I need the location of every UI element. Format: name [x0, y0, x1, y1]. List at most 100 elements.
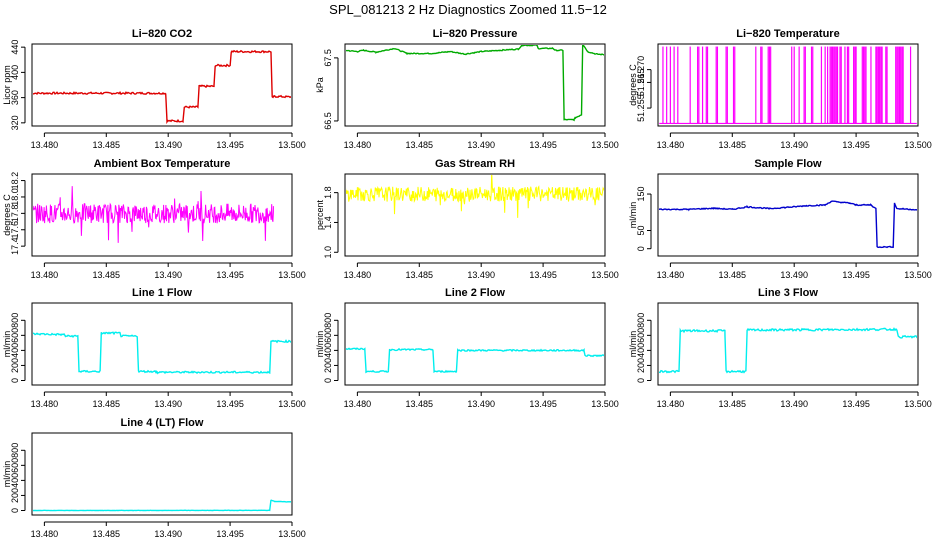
panel-title: Ambient Box Temperature	[94, 158, 231, 170]
x-tick-label: 13.485	[406, 140, 434, 150]
x-tick-label: 13.500	[591, 399, 619, 409]
y-axis-label: ml/min	[315, 331, 325, 358]
series-line	[346, 347, 604, 374]
data-layer	[659, 327, 917, 374]
x-tick-label: 13.500	[278, 140, 306, 150]
panel-title: Li−820 CO2	[132, 28, 192, 40]
x-tick-label: 13.495	[529, 140, 557, 150]
series-line	[346, 175, 604, 218]
panel-title: Line 1 Flow	[132, 287, 192, 299]
y-tick-label: 400	[10, 473, 20, 488]
y-tick-label: 400	[636, 343, 646, 358]
plot-frame	[657, 43, 919, 127]
y-axis-label: percent	[315, 199, 325, 230]
x-tick-label: 13.495	[842, 270, 870, 280]
x-tick-label: 13.480	[657, 270, 685, 280]
y-axis-label: ml/min	[628, 331, 638, 358]
x-tick-label: 13.495	[529, 399, 557, 409]
y-axis-label: kPa	[315, 77, 325, 93]
chart-panel-7: Line 1 Flow ml/min 13.480 13.485 13.490 13.49…	[2, 287, 306, 409]
y-tick-label: 1.8	[323, 186, 333, 199]
chart-panel-1: Li−820 CO2 Licor ppm 13.480 13.485 13.490 13.…	[2, 28, 306, 150]
y-tick-label: 150	[636, 187, 646, 202]
chart-panel-3: Li−820 Temperature degrees C 13.480 13.485 1…	[628, 28, 932, 150]
y-tick-label: 17.6	[10, 221, 20, 239]
y-tick-label: 0	[636, 378, 646, 383]
series-line	[33, 499, 291, 512]
y-tick-label: 440	[10, 40, 20, 55]
panel-title: Line 3 Flow	[758, 287, 818, 299]
y-tick-label: 1.0	[323, 246, 333, 259]
x-tick-label: 13.485	[93, 140, 121, 150]
y-tick-label: 600	[636, 328, 646, 343]
x-tick-label: 13.490	[467, 399, 495, 409]
y-tick-label: 600	[323, 328, 333, 343]
x-tick-label: 13.490	[780, 270, 808, 280]
y-tick-label: 67.5	[323, 49, 333, 67]
y-axis-label: degrees C	[628, 64, 638, 106]
series-line	[346, 45, 604, 122]
y-axis-label: ml/min	[2, 331, 12, 358]
y-tick-label: 0	[10, 378, 20, 383]
x-tick-label: 13.490	[780, 399, 808, 409]
x-tick-label: 13.485	[719, 399, 747, 409]
plot-frame	[344, 43, 606, 127]
x-tick-label: 13.500	[278, 529, 306, 539]
panel-title: Sample Flow	[754, 158, 822, 170]
plot-frame	[657, 173, 919, 257]
x-tick-label: 13.500	[278, 270, 306, 280]
y-tick-label: 200	[636, 358, 646, 373]
y-tick-label: 18.0	[10, 188, 20, 206]
panel-title: Line 4 (LT) Flow	[121, 417, 204, 429]
y-tick-label: 800	[10, 443, 20, 458]
y-tick-label: 51.255	[636, 94, 646, 122]
chart-panel-4: Ambient Box Temperature degrees C 13.480 13…	[2, 158, 306, 280]
x-tick-label: 13.480	[344, 140, 372, 150]
y-tick-label: 600	[10, 458, 20, 473]
chart-panel-10: Line 4 (LT) Flow ml/min 13.480 13.485 13.490…	[2, 417, 306, 539]
x-tick-label: 13.480	[31, 140, 59, 150]
data-layer	[33, 331, 291, 375]
data-layer	[33, 49, 291, 125]
series-line	[659, 200, 917, 249]
x-tick-label: 13.480	[344, 399, 372, 409]
x-tick-label: 13.490	[467, 140, 495, 150]
y-axis-label: Licor ppm	[2, 65, 12, 105]
x-tick-label: 13.480	[344, 270, 372, 280]
page-title: SPL_081213 2 Hz Diagnostics Zoomed 11.5−…	[329, 2, 607, 17]
x-tick-label: 13.480	[31, 270, 59, 280]
plot-frame	[31, 302, 293, 386]
y-tick-label: 66.5	[323, 112, 333, 130]
y-tick-label: 17.4	[10, 237, 20, 255]
x-tick-label: 13.495	[216, 399, 244, 409]
data-layer	[659, 46, 917, 125]
x-tick-label: 13.490	[154, 270, 182, 280]
series-line	[33, 186, 274, 243]
y-tick-label: 400	[323, 343, 333, 358]
y-tick-label: 360	[10, 90, 20, 105]
plot-frame	[657, 302, 919, 386]
y-tick-label: 51.265	[636, 69, 646, 97]
x-tick-label: 13.500	[278, 399, 306, 409]
x-tick-label: 13.485	[406, 270, 434, 280]
x-tick-label: 13.485	[93, 529, 121, 539]
y-tick-label: 800	[10, 313, 20, 328]
y-axis-label: ml/min	[628, 202, 638, 229]
data-layer	[33, 499, 291, 512]
x-tick-label: 13.485	[93, 270, 121, 280]
chart-panel-5: Gas Stream RH percent 13.480 13.485 13.490 13…	[315, 158, 619, 280]
x-tick-label: 13.485	[719, 140, 747, 150]
x-tick-label: 13.500	[904, 270, 932, 280]
x-tick-label: 13.495	[842, 399, 870, 409]
y-tick-label: 17.8	[10, 205, 20, 223]
panel-title: Gas Stream RH	[435, 158, 515, 170]
x-tick-label: 13.490	[154, 140, 182, 150]
y-axis-label: ml/min	[2, 461, 12, 488]
y-tick-label: 800	[636, 313, 646, 328]
plot-frame	[31, 43, 293, 127]
chart-panel-8: Line 2 Flow ml/min 13.480 13.485 13.490 13.49…	[315, 287, 619, 409]
y-tick-label: 51.270	[636, 56, 646, 84]
x-tick-label: 13.500	[591, 270, 619, 280]
x-tick-label: 13.480	[657, 140, 685, 150]
y-tick-label: 200	[10, 358, 20, 373]
